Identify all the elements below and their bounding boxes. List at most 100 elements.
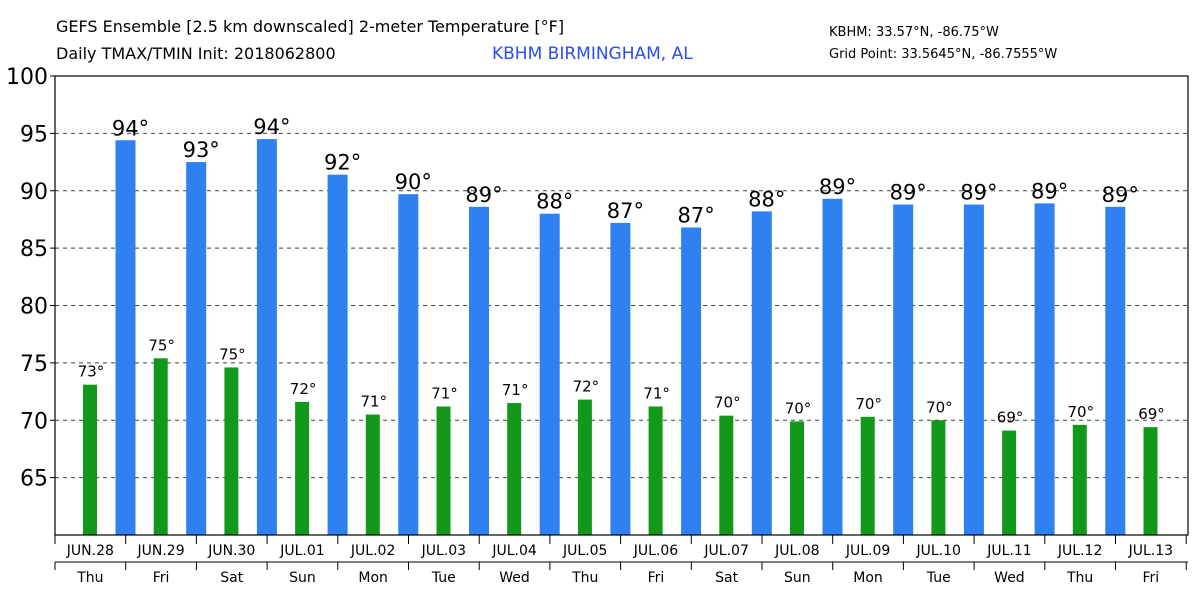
- tmax-label: 89°: [819, 175, 856, 199]
- tmin-label: 70°: [714, 394, 741, 412]
- x-date-label: JUL.12: [1057, 543, 1102, 559]
- tmin-label: 71°: [643, 384, 670, 402]
- x-weekday-label: Mon: [853, 570, 883, 586]
- y-tick-label: 95: [20, 122, 48, 147]
- tmin-label: 72°: [290, 380, 317, 398]
- x-date-label: JUL.08: [774, 543, 819, 559]
- tmax-bar: [256, 139, 277, 536]
- x-weekday-label: Wed: [994, 570, 1025, 586]
- tmin-bar: [577, 399, 592, 535]
- x-weekday-label: Thu: [571, 570, 598, 586]
- tmin-label: 71°: [361, 393, 388, 411]
- tmax-bar: [469, 206, 489, 535]
- tmax-bar: [115, 140, 136, 535]
- x-weekday-label: Sat: [220, 570, 243, 586]
- tmax-bar: [963, 204, 984, 535]
- x-weekday-label: Sun: [784, 570, 811, 586]
- chart-title: GEFS Ensemble [2.5 km downscaled] 2-mete…: [56, 17, 565, 36]
- tmin-bar: [1143, 427, 1158, 535]
- y-tick-label: 75: [20, 352, 48, 377]
- tmax-bar: [681, 227, 702, 535]
- tmin-bar: [153, 358, 168, 535]
- tmax-label: 93°: [183, 138, 220, 162]
- grid-point-coordinates: Grid Point: 33.5645°N, -86.7555°W: [829, 47, 1058, 62]
- tmax-bar: [610, 222, 631, 535]
- tmax-label: 89°: [1031, 179, 1068, 203]
- y-tick-label: 65: [20, 467, 48, 492]
- tmax-bar: [398, 194, 419, 535]
- tmax-label: 87°: [677, 203, 714, 227]
- tmax-bar: [1034, 203, 1055, 535]
- tmin-label: 71°: [431, 384, 458, 402]
- x-weekday-label: Sun: [289, 570, 316, 586]
- tmax-label: 94°: [253, 115, 290, 139]
- tmin-bar: [1002, 430, 1017, 535]
- tmax-label: 89°: [465, 183, 502, 207]
- tmax-bar: [822, 198, 843, 535]
- x-date-label: JUL.07: [703, 543, 748, 559]
- x-date-label: JUL.01: [279, 543, 324, 559]
- x-weekday-label: Tue: [926, 570, 951, 586]
- x-weekday-label: Tue: [431, 570, 456, 586]
- tmax-label: 94°: [112, 116, 149, 140]
- y-tick-label: 100: [6, 65, 48, 90]
- tmin-label: 69°: [997, 409, 1024, 427]
- plot-frame: [54, 75, 1189, 536]
- tmin-label: 71°: [502, 381, 529, 399]
- tmax-label: 90°: [395, 170, 432, 194]
- station-coordinates: KBHM: 33.57°N, -86.75°W: [829, 25, 999, 40]
- x-weekday-label: Mon: [358, 570, 388, 586]
- tmax-bar: [327, 174, 348, 535]
- tmin-bar: [507, 403, 522, 535]
- tmin-bar: [648, 406, 663, 535]
- x-weekday-label: Fri: [153, 570, 170, 586]
- tmax-bar: [893, 204, 914, 535]
- tmin-bar: [295, 401, 310, 535]
- tmin-bar: [790, 421, 804, 535]
- tmax-bar: [186, 162, 207, 535]
- x-date-label: JUL.13: [1128, 543, 1173, 559]
- x-date-label: JUN.29: [136, 543, 184, 559]
- y-tick-label: 85: [20, 237, 48, 262]
- tmin-label: 70°: [855, 395, 882, 413]
- tmin-bar: [1072, 424, 1087, 535]
- tmin-label: 70°: [785, 399, 812, 417]
- x-date-label: JUL.05: [562, 543, 607, 559]
- tmin-bar: [224, 367, 239, 535]
- tmax-label: 89°: [1102, 183, 1139, 207]
- chart-subtitle: Daily TMAX/TMIN Init: 2018062800: [56, 44, 336, 63]
- x-weekday-label: Wed: [499, 570, 530, 586]
- y-tick-label: 80: [20, 295, 48, 320]
- tmin-label: 69°: [1138, 405, 1165, 423]
- x-date-label: JUN.30: [207, 543, 255, 559]
- x-date-label: JUL.11: [986, 543, 1031, 559]
- tmax-bar: [751, 211, 772, 535]
- x-date-label: JUL.03: [421, 543, 466, 559]
- y-tick-label: 70: [20, 409, 48, 434]
- tmin-bar: [931, 420, 946, 535]
- tmax-label: 87°: [607, 199, 644, 223]
- tmax-label: 89°: [890, 181, 927, 205]
- x-date-label: JUL.04: [491, 543, 537, 559]
- tmax-label: 88°: [748, 187, 785, 211]
- x-date-label: JUL.10: [916, 543, 961, 559]
- tmin-label: 75°: [219, 345, 246, 363]
- y-tick-label: 90: [20, 180, 48, 205]
- tmin-label: 75°: [148, 336, 175, 354]
- tmax-bar: [539, 213, 560, 535]
- tmin-bar: [83, 384, 97, 535]
- x-date-label: JUN.28: [66, 543, 114, 559]
- x-date-label: JUL.09: [845, 543, 890, 559]
- tmax-label: 89°: [960, 181, 997, 205]
- tmin-label: 72°: [573, 378, 600, 396]
- tmax-label: 88°: [536, 190, 573, 214]
- tmin-label: 70°: [926, 398, 953, 416]
- x-weekday-label: Fri: [1143, 570, 1160, 586]
- x-weekday-label: Thu: [76, 570, 103, 586]
- tmin-bar: [365, 414, 380, 535]
- tmin-label: 70°: [1068, 403, 1095, 421]
- tmin-bar: [860, 416, 875, 535]
- x-weekday-label: Thu: [1066, 570, 1093, 586]
- tmin-label: 73°: [78, 363, 105, 381]
